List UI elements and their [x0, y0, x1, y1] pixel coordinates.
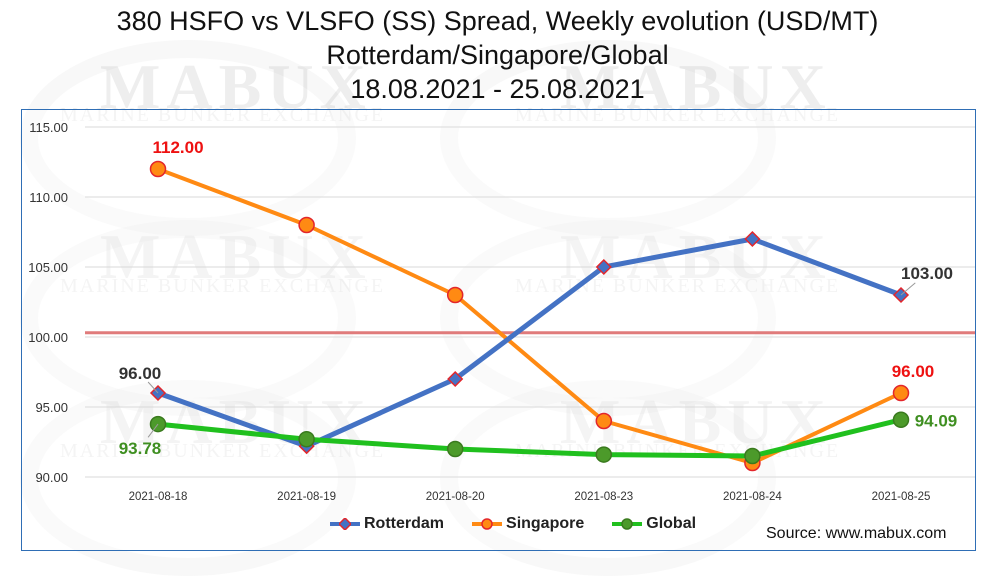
x-tick-label: 2021-08-24 — [723, 491, 782, 503]
y-tick-label: 100.00 — [28, 330, 68, 345]
chart-subtitle-dates: 18.08.2021 - 25.08.2021 — [350, 74, 645, 104]
data-point-singapore — [446, 286, 464, 304]
data-label-leader — [900, 282, 916, 296]
chart-legend: Rotterdam Singapore Global — [330, 515, 696, 533]
series-line-global — [155, 417, 904, 459]
x-tick-label: 2021-08-23 — [574, 491, 633, 503]
data-label-rotterdam: 103.00 — [901, 264, 953, 283]
data-point-rotterdam — [447, 370, 464, 388]
x-tick-label: 2021-08-20 — [426, 491, 485, 503]
legend-label-rotterdam: Rotterdam — [364, 515, 445, 532]
data-label-singapore: 112.00 — [152, 138, 203, 157]
y-tick-label: 115.00 — [29, 120, 68, 135]
legend-label-global: Global — [646, 515, 697, 532]
data-point-global — [892, 411, 910, 428]
legend-swatch-rotterdam — [330, 518, 360, 530]
legend-item-singapore: Singapore — [472, 515, 584, 533]
data-point-global — [744, 447, 761, 465]
legend-item-global: Global — [612, 515, 696, 533]
data-point-global — [595, 446, 613, 463]
y-tick-label: 110.00 — [29, 190, 68, 205]
chart-title-block: 380 HSFO vs VLSFO (SS) Spread, Weekly ev… — [0, 4, 995, 106]
data-label-global: 94.09 — [915, 412, 958, 431]
data-label-global: 93.78 — [119, 439, 162, 458]
data-point-rotterdam — [744, 230, 761, 248]
x-tick-label: 2021-08-25 — [872, 491, 931, 503]
chart-title: 380 HSFO vs VLSFO (SS) Spread, Weekly ev… — [116, 6, 879, 36]
data-point-rotterdam — [595, 258, 612, 276]
y-tick-label: 95.00 — [35, 400, 68, 415]
legend-item-rotterdam: Rotterdam — [330, 515, 444, 533]
x-tick-label: 2021-08-19 — [277, 491, 336, 503]
source-note: Source: www.mabux.com — [766, 525, 947, 542]
legend-label-singapore: Singapore — [506, 515, 585, 532]
data-point-global — [446, 440, 464, 458]
data-label-leader — [147, 381, 159, 394]
y-tick-label: 90.00 — [35, 470, 68, 485]
data-point-global — [298, 430, 315, 448]
data-label-leader — [147, 423, 159, 438]
chart-subtitle-regions: Rotterdam/Singapore/Global — [326, 40, 669, 70]
legend-swatch-global — [612, 518, 643, 530]
data-point-singapore — [892, 384, 910, 402]
series-line-rotterdam — [155, 236, 904, 449]
data-point-singapore — [149, 160, 167, 178]
x-tick-label: 2021-08-18 — [129, 491, 188, 503]
data-point-singapore — [298, 216, 315, 234]
series-line-singapore — [156, 167, 903, 465]
legend-swatch-singapore — [472, 518, 503, 530]
data-label-rotterdam: 96.00 — [119, 364, 162, 383]
y-tick-label: 105.00 — [28, 260, 68, 275]
data-point-singapore — [595, 412, 613, 430]
data-label-singapore: 96.00 — [892, 362, 935, 381]
